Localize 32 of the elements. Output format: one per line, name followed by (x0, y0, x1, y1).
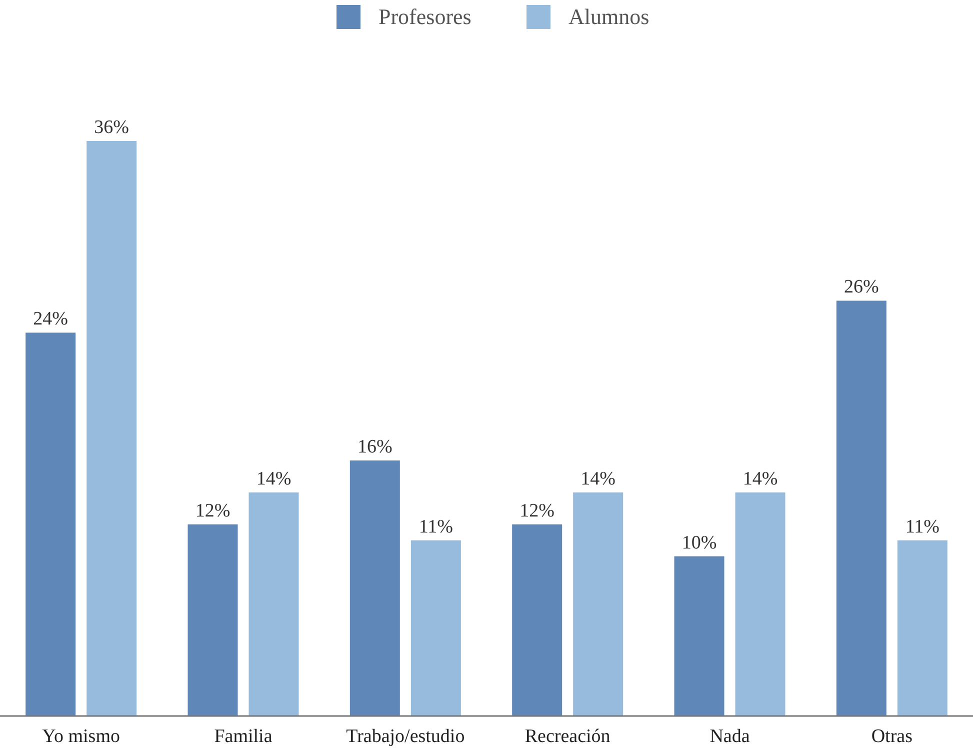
bar (188, 524, 238, 716)
bar (573, 492, 624, 716)
x-tick-label: Recreación (524, 726, 611, 747)
bar (897, 540, 948, 716)
bar (350, 460, 400, 716)
bar (26, 332, 76, 716)
bar (735, 492, 786, 716)
bar (410, 540, 461, 716)
data-label: 11% (418, 516, 454, 538)
bar (512, 524, 562, 716)
x-tick-label: Trabajo/estudio (346, 726, 465, 747)
legend-label: Alumnos (568, 4, 650, 29)
data-label: 16% (358, 436, 393, 458)
data-label: 14% (256, 468, 292, 490)
data-label: 10% (682, 532, 717, 554)
data-label: 11% (905, 516, 940, 538)
x-tick-label: Yo mismo (42, 726, 120, 747)
data-label: 14% (580, 468, 616, 490)
bar (248, 492, 299, 716)
legend-label: Profesores (378, 4, 472, 29)
data-label: 26% (844, 276, 880, 298)
bar (674, 556, 724, 716)
x-tick-label: Otras (871, 726, 912, 747)
data-label: 14% (742, 468, 778, 490)
data-label: 24% (33, 308, 68, 330)
bar (86, 141, 137, 716)
data-label: 36% (94, 117, 130, 138)
data-label: 12% (520, 500, 555, 522)
data-label: 12% (195, 500, 230, 522)
x-tick-label: Familia (214, 726, 273, 747)
bar (836, 300, 886, 716)
x-tick-label: Nada (710, 726, 750, 747)
